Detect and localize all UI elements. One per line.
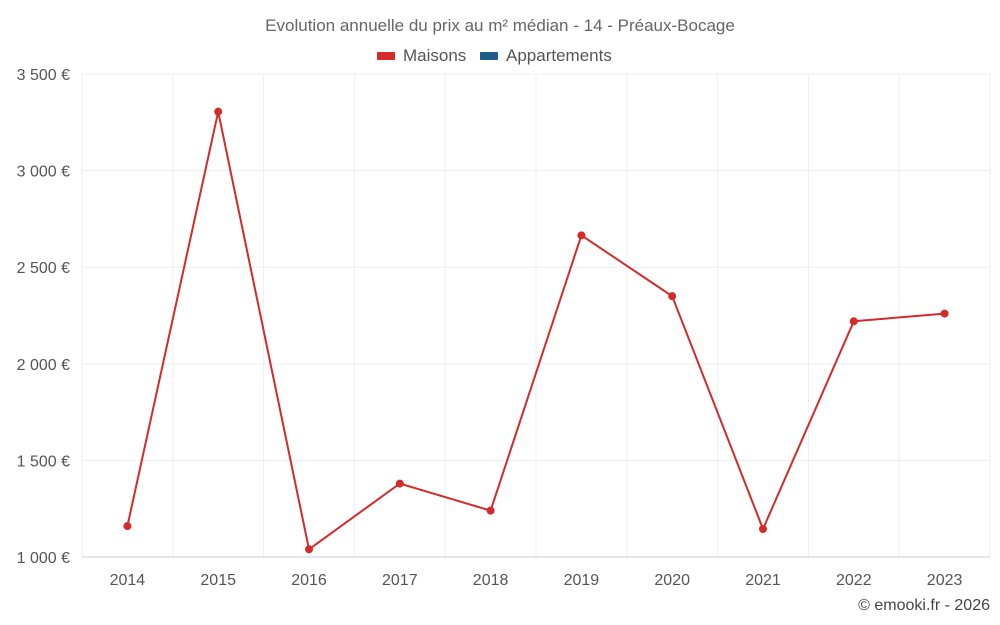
legend: Maisons Appartements bbox=[377, 46, 612, 65]
y-tick-label: 1 000 € bbox=[17, 550, 70, 567]
data-point[interactable] bbox=[486, 506, 495, 515]
y-tick-label: 2 000 € bbox=[17, 357, 70, 374]
data-point[interactable] bbox=[577, 231, 586, 240]
x-tick-label: 2014 bbox=[110, 572, 146, 589]
data-point[interactable] bbox=[305, 545, 313, 554]
y-tick-label: 2 500 € bbox=[17, 260, 70, 277]
data-point[interactable] bbox=[668, 292, 677, 301]
y-tick-label: 3 000 € bbox=[17, 164, 70, 181]
legend-label-maisons: Maisons bbox=[403, 46, 466, 65]
legend-label-appartements: Appartements bbox=[506, 46, 612, 65]
series-line-maisons bbox=[126, 110, 945, 551]
legend-swatch-maisons bbox=[377, 52, 395, 60]
series-group bbox=[123, 107, 949, 554]
chart-title: Evolution annuelle du prix au m² médian … bbox=[265, 16, 735, 35]
x-tick-label: 2018 bbox=[473, 572, 509, 589]
y-tick-label: 1 500 € bbox=[17, 453, 70, 470]
x-tick-label: 2015 bbox=[200, 572, 236, 589]
legend-item-maisons[interactable]: Maisons bbox=[377, 46, 466, 65]
x-tick-label: 2022 bbox=[836, 572, 872, 589]
x-tick-label: 2020 bbox=[654, 572, 690, 589]
grid bbox=[81, 73, 991, 557]
legend-swatch-appartements bbox=[480, 52, 498, 60]
y-tick-label: 3 500 € bbox=[17, 67, 70, 84]
data-point[interactable] bbox=[395, 479, 404, 488]
credit-text: © emooki.fr - 2026 bbox=[858, 597, 990, 614]
legend-item-appartements[interactable]: Appartements bbox=[480, 46, 612, 65]
data-point[interactable] bbox=[214, 107, 223, 116]
x-tick-label: 2016 bbox=[291, 572, 327, 589]
x-tick-label: 2021 bbox=[745, 572, 781, 589]
x-tick-label: 2017 bbox=[382, 572, 418, 589]
x-axis: 2014 2015 2016 2017 2018 2019 2020 2021 2022 2023 bbox=[110, 572, 963, 589]
data-point[interactable] bbox=[849, 317, 858, 326]
data-point[interactable] bbox=[123, 522, 132, 531]
data-point[interactable] bbox=[759, 524, 767, 533]
data-point[interactable] bbox=[940, 309, 949, 318]
x-tick-label: 2019 bbox=[564, 572, 600, 589]
x-tick-label: 2023 bbox=[927, 572, 963, 589]
y-axis: 1 000 € 1 500 € 2 000 € 2 500 € 3 000 € 3 500… bbox=[17, 67, 70, 567]
